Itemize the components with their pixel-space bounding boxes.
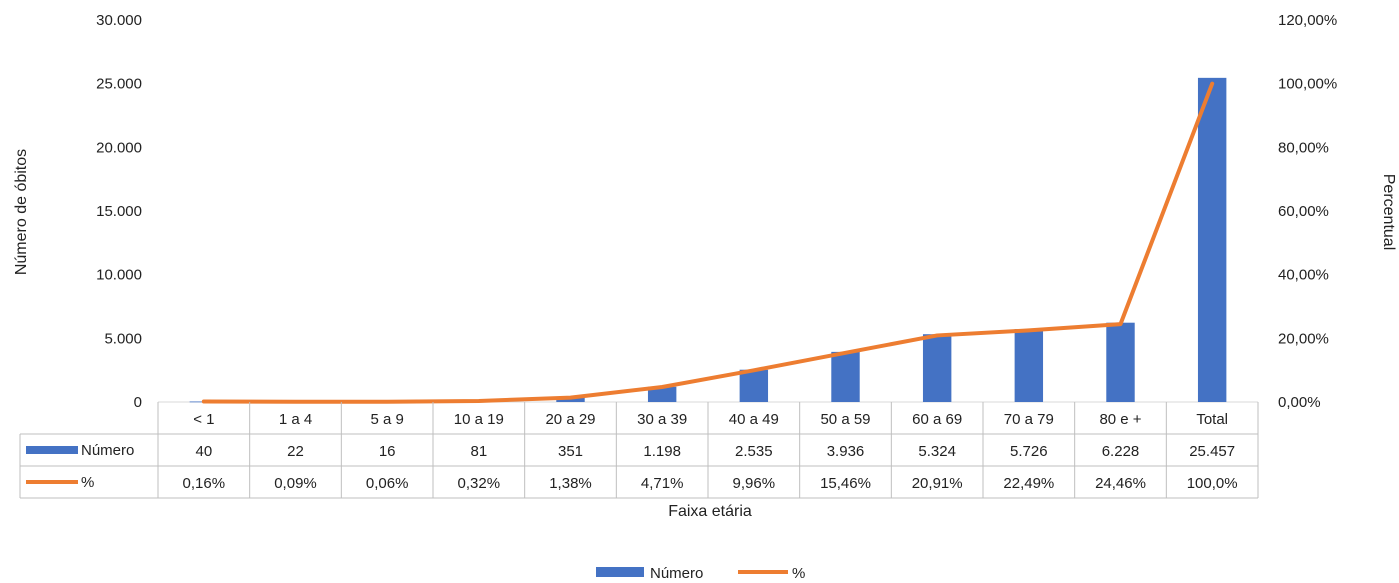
bar (922, 334, 952, 402)
category-label: 70 a 79 (1004, 411, 1054, 428)
table-cell-value: 0,06% (366, 475, 409, 492)
y-tick-left-label: 25.000 (96, 76, 142, 93)
y-tick-right-label: 0,00% (1278, 394, 1321, 411)
table-cell-value: 4,71% (641, 475, 684, 492)
table-cell-value: 0,09% (274, 475, 317, 492)
table-cell-value: 3.936 (827, 443, 865, 460)
legend: Número% (596, 565, 805, 582)
table-cell-value: 351 (558, 443, 583, 460)
table-cell-value: 81 (470, 443, 487, 460)
bar (556, 397, 585, 402)
line-series-percent (201, 81, 1215, 404)
table-cell-value: 5.726 (1010, 443, 1048, 460)
y-tick-right-label: 100,00% (1278, 76, 1337, 93)
bar (1197, 77, 1227, 402)
table-cell-value: 20,91% (912, 475, 963, 492)
category-label: 30 a 39 (637, 411, 687, 428)
legend-label: Número (650, 565, 703, 582)
table-cell-value: 9,96% (733, 475, 776, 492)
table-cell-value: 22 (287, 443, 304, 460)
y-axis-left-ticks: 0 5.000 10.000 15.000 20.000 25.000 30.000 (96, 12, 142, 411)
bar (831, 351, 860, 402)
table-series-name: % (81, 474, 94, 491)
bar-series (189, 77, 1227, 403)
table-cell-value: 1.198 (643, 443, 681, 460)
category-label: 40 a 49 (729, 411, 779, 428)
y-axis-right-ticks: 0,00% 20,00% 40,00% 60,00% 80,00% 100,00% 120,… (1278, 12, 1337, 411)
table-cell-value: 25.457 (1189, 443, 1235, 460)
category-label: < 1 (193, 411, 214, 428)
table-cell-value: 2.535 (735, 443, 773, 460)
table-cell-value: 16 (379, 443, 396, 460)
table-series-name: Número (81, 442, 134, 459)
category-label: 1 a 4 (279, 411, 312, 428)
category-label: 10 a 19 (454, 411, 504, 428)
bar (647, 386, 677, 402)
y-tick-left-label: 30.000 (96, 12, 142, 29)
y-tick-right-label: 120,00% (1278, 12, 1337, 29)
table-cell-value: 15,46% (820, 475, 871, 492)
bar (1014, 329, 1044, 402)
x-axis-title: Faixa etária (668, 503, 752, 520)
table-cell-value: 40 (195, 443, 212, 460)
legend-key-bar (596, 567, 644, 577)
table-cell-value: 0,32% (458, 475, 501, 492)
data-table: < 1 1 a 4 5 a 9 10 a 19 20 a 29 30 a 39 40 a 4… (19, 402, 1259, 499)
table-cell-value: 22,49% (1003, 475, 1054, 492)
table-key-bar (26, 446, 78, 454)
table-cell-value: 24,46% (1095, 475, 1146, 492)
category-label: 5 a 9 (370, 411, 403, 428)
y-tick-right-label: 80,00% (1278, 139, 1329, 156)
category-label: 60 a 69 (912, 411, 962, 428)
category-label: 20 a 29 (545, 411, 595, 428)
table-cell-value: 1,38% (549, 475, 592, 492)
y-tick-left-label: 5.000 (104, 330, 142, 347)
bar (1106, 322, 1135, 402)
bar (739, 369, 769, 402)
category-label: Total (1196, 411, 1228, 428)
y-tick-right-label: 20,00% (1278, 330, 1329, 347)
y-tick-left-label: 0 (134, 394, 142, 411)
y-tick-left-label: 10.000 (96, 267, 142, 284)
category-label: 50 a 59 (820, 411, 870, 428)
table-cell-value: 0,16% (183, 475, 226, 492)
y-axis-left-title: Número de óbitos (13, 149, 30, 275)
y-tick-right-label: 60,00% (1278, 203, 1329, 220)
table-cell-value: 6.228 (1102, 443, 1140, 460)
legend-label: % (792, 565, 805, 582)
y-axis-right-title: Percentual (1380, 174, 1397, 251)
y-tick-right-label: 40,00% (1278, 267, 1329, 284)
y-tick-left-label: 20.000 (96, 139, 142, 156)
table-cell-value: 5.324 (918, 443, 956, 460)
table-cell-value: 100,0% (1187, 475, 1238, 492)
y-tick-left-label: 15.000 (96, 203, 142, 220)
category-label: 80 e + (1099, 411, 1141, 428)
